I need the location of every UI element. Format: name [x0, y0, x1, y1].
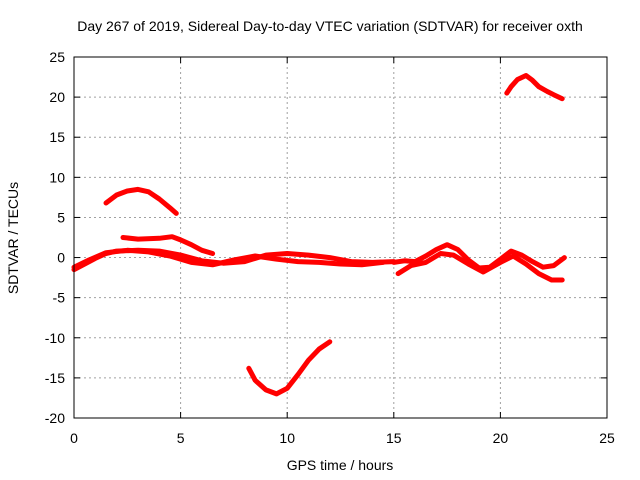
axis-ticks: 0 5 10 15 20 25 25 20 15 10 5 0 -5 -10 -15 -20 — [45, 49, 615, 446]
y-tick-label: 15 — [49, 129, 65, 145]
x-tick-label: 10 — [279, 430, 295, 446]
x-tick-label: 20 — [493, 430, 509, 446]
y-tick-label: 5 — [57, 209, 65, 225]
x-tick-label: 0 — [70, 430, 78, 446]
series-line-arc-8 — [504, 73, 565, 102]
y-tick-label: -5 — [53, 290, 66, 306]
y-tick-label: 20 — [49, 89, 65, 105]
series-line-arc-1 — [103, 186, 179, 216]
series-line-arc-6 — [395, 251, 565, 283]
y-tick-label: -10 — [45, 330, 65, 346]
y-tick-label: 0 — [57, 250, 65, 266]
y-tick-label: 25 — [49, 49, 65, 65]
series-line-arc-7 — [246, 339, 333, 397]
x-tick-label: 15 — [386, 430, 402, 446]
plot-frame — [73, 56, 608, 419]
y-axis-label: SDTVAR / TECUs — [5, 182, 21, 294]
data-series — [71, 73, 567, 397]
series-line-arc-4 — [71, 247, 386, 270]
y-tick-label: -20 — [45, 410, 65, 426]
x-axis-label: GPS time / hours — [287, 457, 394, 473]
series-line-arc-2 — [120, 234, 216, 256]
x-tick-label: 25 — [599, 430, 615, 446]
y-tick-label: 10 — [49, 169, 65, 185]
x-tick-label: 5 — [177, 430, 185, 446]
y-tick-label: -15 — [45, 370, 65, 386]
chart-title: Day 267 of 2019, Sidereal Day-to-day VTE… — [77, 18, 583, 34]
